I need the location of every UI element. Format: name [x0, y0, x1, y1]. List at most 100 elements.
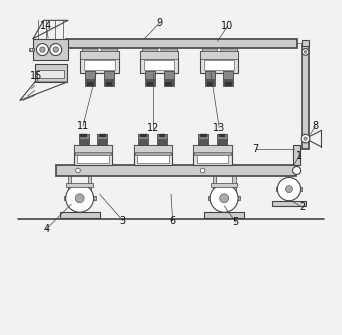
- Bar: [198, 134, 208, 145]
- Bar: [157, 134, 167, 145]
- Bar: [97, 134, 107, 139]
- Bar: [212, 176, 216, 194]
- Bar: [134, 145, 172, 152]
- Bar: [142, 48, 177, 52]
- Text: 5: 5: [233, 217, 239, 227]
- Bar: [140, 51, 179, 59]
- Bar: [29, 48, 34, 51]
- Bar: [139, 134, 148, 145]
- Bar: [202, 48, 237, 52]
- Bar: [77, 154, 109, 162]
- Bar: [80, 51, 119, 59]
- Bar: [205, 71, 215, 86]
- Bar: [104, 71, 114, 79]
- Bar: [200, 51, 238, 59]
- Bar: [140, 134, 147, 137]
- Bar: [208, 196, 240, 200]
- Circle shape: [302, 49, 309, 55]
- Circle shape: [200, 168, 205, 173]
- Bar: [164, 71, 174, 86]
- Text: 7: 7: [253, 144, 259, 154]
- Circle shape: [210, 184, 238, 212]
- Text: 4: 4: [43, 224, 50, 234]
- Text: 9: 9: [156, 18, 162, 28]
- Bar: [79, 134, 89, 145]
- Bar: [68, 176, 71, 194]
- Bar: [225, 82, 232, 86]
- Text: 10: 10: [221, 21, 234, 31]
- Circle shape: [75, 194, 84, 203]
- Circle shape: [76, 168, 80, 173]
- Bar: [157, 134, 167, 139]
- Bar: [145, 71, 155, 86]
- Bar: [207, 82, 213, 86]
- Circle shape: [37, 44, 49, 56]
- Bar: [80, 134, 87, 137]
- Text: 3: 3: [120, 216, 126, 226]
- Bar: [302, 40, 309, 46]
- Bar: [165, 82, 172, 86]
- Bar: [85, 71, 95, 86]
- Bar: [217, 134, 227, 145]
- Bar: [37, 70, 64, 78]
- Bar: [140, 51, 179, 73]
- Bar: [135, 152, 171, 155]
- Bar: [276, 187, 302, 191]
- Bar: [204, 60, 234, 70]
- Bar: [164, 71, 174, 79]
- Bar: [74, 145, 112, 152]
- Bar: [200, 134, 207, 137]
- Circle shape: [53, 47, 58, 52]
- Bar: [74, 145, 112, 165]
- Text: 12: 12: [146, 123, 159, 133]
- Text: 8: 8: [313, 121, 319, 131]
- Circle shape: [40, 47, 45, 52]
- Bar: [80, 51, 119, 73]
- Bar: [35, 64, 67, 82]
- Bar: [223, 71, 234, 79]
- Circle shape: [304, 137, 307, 140]
- Bar: [204, 212, 244, 218]
- Bar: [233, 176, 236, 194]
- Bar: [144, 60, 174, 70]
- Bar: [198, 134, 208, 139]
- Bar: [66, 183, 93, 187]
- Bar: [75, 152, 111, 155]
- Bar: [223, 71, 234, 86]
- Bar: [194, 145, 232, 165]
- Circle shape: [50, 44, 62, 56]
- Bar: [87, 82, 94, 86]
- Bar: [139, 134, 148, 139]
- Text: 14: 14: [40, 21, 53, 31]
- Bar: [134, 145, 172, 165]
- Bar: [137, 154, 169, 162]
- Bar: [217, 134, 227, 139]
- Bar: [56, 165, 295, 176]
- Circle shape: [301, 134, 310, 143]
- Circle shape: [220, 194, 228, 203]
- Bar: [194, 145, 232, 152]
- Bar: [99, 134, 106, 137]
- Bar: [85, 71, 95, 79]
- Bar: [147, 82, 154, 86]
- Circle shape: [30, 48, 33, 51]
- Bar: [33, 39, 68, 60]
- Bar: [64, 196, 95, 200]
- Circle shape: [293, 166, 301, 175]
- Bar: [84, 60, 115, 70]
- Bar: [159, 134, 165, 137]
- Circle shape: [304, 51, 307, 53]
- Circle shape: [66, 184, 94, 212]
- Text: 11: 11: [77, 121, 89, 131]
- Bar: [104, 71, 114, 86]
- Bar: [106, 82, 112, 86]
- Bar: [211, 183, 237, 187]
- Bar: [194, 152, 231, 155]
- Bar: [82, 48, 117, 52]
- Text: 15: 15: [30, 71, 43, 81]
- Circle shape: [286, 186, 292, 193]
- Bar: [302, 45, 309, 149]
- Bar: [272, 201, 305, 206]
- Circle shape: [218, 48, 221, 52]
- Bar: [219, 134, 225, 137]
